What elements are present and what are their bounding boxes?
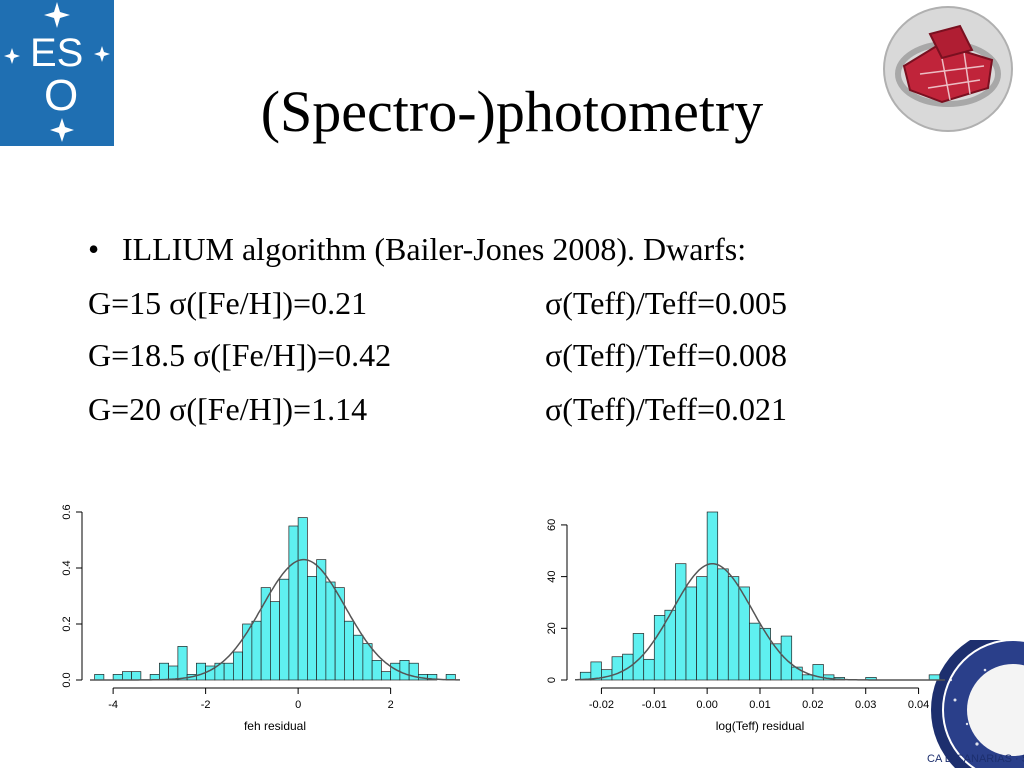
- teff-bar: [611, 656, 623, 681]
- feh-bar: [288, 525, 299, 681]
- teff-bar: [685, 586, 697, 681]
- row-1-feh: G=15 σ([Fe/H])=0.21: [88, 285, 368, 321]
- feh-bar: [122, 671, 132, 681]
- feh-y-tick-label: 0.4: [61, 560, 73, 575]
- teff-bar: [780, 635, 793, 681]
- feh-bar: [168, 665, 179, 681]
- row-3-feh: G=20 σ([Fe/H])=1.14: [88, 391, 368, 427]
- teff-bar: [749, 622, 761, 681]
- teff-x-tick-label: 0.03: [855, 699, 876, 711]
- teff-x-tick-label: 0.04: [908, 699, 929, 711]
- feh-bar: [408, 662, 419, 681]
- feh-bar: [279, 578, 290, 681]
- eso-logo-letters-es: ES: [30, 31, 83, 75]
- feh-bar: [362, 643, 373, 681]
- teff-y-tick-label: 20: [546, 622, 558, 634]
- teff-histogram: 0 20 40 60 -0.02 -0.01 0.00 0.01 0.02 0.03 0.04 log…: [546, 511, 945, 733]
- teff-bar: [675, 563, 687, 681]
- feh-bar: [131, 671, 142, 681]
- feh-bar: [381, 671, 391, 681]
- feh-bar: [353, 634, 364, 681]
- feh-y-tick-label: 0.2: [61, 616, 73, 631]
- feh-bar: [399, 660, 410, 681]
- feh-histogram: 0.0 0.2 0.4 0.6 -4 -2 0 2 feh residual: [61, 504, 460, 733]
- teff-x-axis-label: log(Teff) residual: [716, 719, 805, 733]
- teff-y-tick-label: 40: [546, 570, 558, 582]
- eso-logo-stars: [4, 2, 110, 142]
- feh-bar: [177, 646, 188, 681]
- feh-bar: [344, 620, 354, 681]
- teff-bar: [706, 511, 719, 681]
- teff-bar: [717, 568, 729, 681]
- teff-bar: [928, 674, 941, 681]
- eso-logo-letter-o: O: [44, 71, 78, 120]
- teff-bar: [727, 576, 740, 681]
- feh-x-tick-label: 0: [295, 699, 301, 711]
- teff-x-tick-label: 0.01: [749, 699, 770, 711]
- feh-bar: [297, 517, 308, 681]
- teff-fit-curve: [575, 562, 945, 681]
- teff-x-tick-label: 0.02: [802, 699, 823, 711]
- teff-bar: [632, 633, 645, 681]
- feh-bar: [94, 674, 105, 681]
- feh-x-tick-label: -4: [108, 699, 118, 711]
- feh-bar: [325, 581, 336, 681]
- teff-bar: [622, 653, 634, 681]
- bullet-text: ILLIUM algorithm (Bailer-Jones 2008). Dw…: [122, 231, 747, 267]
- feh-bar: [251, 620, 262, 681]
- teff-bar: [696, 576, 708, 681]
- teff-bar: [770, 643, 782, 681]
- row-1-teff: σ(Teff)/Teff=0.005: [545, 285, 787, 321]
- feh-x-tick-label: -2: [201, 699, 211, 711]
- feh-bar: [214, 662, 225, 681]
- slide-title: (Spectro-)photometry: [260, 79, 764, 144]
- bullet-dot-icon: •: [88, 231, 100, 267]
- feh-fit-curve: [90, 558, 460, 681]
- row-2-teff: σ(Teff)/Teff=0.008: [545, 337, 787, 373]
- teff-x-tick-label: -0.02: [589, 699, 614, 711]
- feh-bar: [427, 674, 438, 681]
- row-3-teff: σ(Teff)/Teff=0.021: [545, 391, 787, 427]
- feh-x-axis-label: feh residual: [244, 719, 306, 733]
- feh-bar: [159, 662, 169, 681]
- teff-bar: [791, 666, 803, 681]
- teff-y-tick-label: 0: [546, 677, 558, 683]
- feh-y-tick-label: 0.6: [61, 504, 73, 519]
- teff-bar: [601, 669, 613, 681]
- feh-bar: [233, 651, 243, 681]
- feh-bar: [316, 559, 327, 681]
- iac-logo-text: CA D CANARIAS · SNI-IAC: [927, 753, 1024, 765]
- feh-bar: [223, 662, 234, 681]
- row-2-feh: G=18.5 σ([Fe/H])=0.42: [88, 337, 392, 373]
- teff-bar: [812, 664, 824, 681]
- teff-bar: [759, 627, 771, 681]
- feh-y-tick-label: 0.0: [61, 672, 73, 687]
- feh-bar: [371, 660, 382, 681]
- feh-bar: [196, 662, 206, 681]
- feh-bar: [307, 576, 317, 681]
- teff-bar: [643, 658, 655, 681]
- feh-bar: [112, 674, 123, 681]
- feh-bar: [270, 601, 280, 681]
- telescope-logo: [883, 6, 1013, 132]
- teff-y-tick-label: 60: [546, 519, 558, 531]
- bullet-item: • ILLIUM algorithm (Bailer-Jones 2008). D…: [88, 229, 746, 269]
- teff-x-tick-label: -0.01: [642, 699, 667, 711]
- teff-x-tick-label: 0.00: [696, 699, 717, 711]
- iac-logo: CA D CANARIAS · SNI-IAC: [927, 640, 1024, 768]
- feh-x-tick-label: 2: [388, 699, 394, 711]
- eso-logo: ES O: [0, 0, 114, 146]
